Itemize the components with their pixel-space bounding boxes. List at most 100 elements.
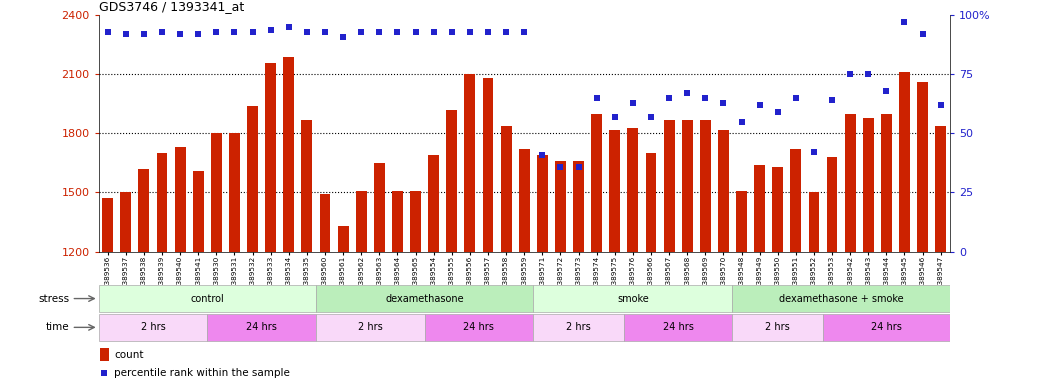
Point — [661, 95, 678, 101]
Point — [208, 29, 224, 35]
Bar — [736, 190, 747, 252]
Point — [402, 291, 418, 297]
Point — [859, 71, 876, 78]
Bar — [555, 161, 566, 252]
Text: control: control — [190, 293, 224, 304]
Point — [462, 29, 479, 35]
Point — [733, 119, 749, 125]
Bar — [425, 313, 534, 341]
Bar — [863, 118, 874, 252]
Text: 24 hrs: 24 hrs — [871, 322, 902, 333]
Bar — [266, 63, 276, 252]
Point — [715, 100, 732, 106]
Bar — [718, 129, 729, 252]
Point — [190, 31, 207, 37]
Point — [589, 95, 605, 101]
Bar — [316, 313, 425, 341]
Text: time: time — [46, 322, 70, 333]
Point — [335, 33, 352, 40]
Point — [516, 29, 532, 35]
Point — [280, 24, 297, 30]
Bar — [211, 134, 222, 252]
Point — [606, 114, 623, 120]
Text: 2 hrs: 2 hrs — [566, 322, 591, 333]
Point — [117, 31, 134, 37]
Bar — [301, 120, 312, 252]
Point — [299, 29, 316, 35]
Point — [842, 71, 858, 78]
Bar — [881, 114, 892, 252]
Bar — [823, 313, 950, 341]
Point — [625, 100, 641, 106]
Bar — [446, 110, 457, 252]
Point — [498, 29, 515, 35]
Bar — [845, 114, 855, 252]
Point — [878, 88, 895, 94]
Bar — [682, 120, 692, 252]
Point — [552, 164, 569, 170]
Point — [426, 29, 442, 35]
Point — [679, 90, 695, 96]
Point — [480, 29, 496, 35]
Bar — [99, 285, 316, 313]
Bar — [429, 155, 439, 252]
Bar — [102, 199, 113, 252]
Bar — [174, 147, 186, 252]
Bar — [935, 126, 947, 252]
Point — [136, 31, 153, 37]
Bar — [534, 285, 733, 313]
Text: 2 hrs: 2 hrs — [765, 322, 790, 333]
Point — [226, 29, 243, 35]
Bar — [534, 313, 624, 341]
Bar — [138, 169, 149, 252]
Point — [805, 149, 822, 156]
Point — [317, 29, 333, 35]
Point — [353, 29, 370, 35]
Point — [696, 95, 713, 101]
Bar — [99, 313, 208, 341]
Text: 24 hrs: 24 hrs — [464, 322, 494, 333]
Point — [154, 29, 170, 35]
Bar — [755, 165, 765, 252]
Bar — [283, 57, 294, 252]
Bar — [157, 153, 167, 252]
Point — [371, 29, 387, 35]
Bar — [646, 153, 656, 252]
Bar — [826, 157, 838, 252]
Point — [389, 29, 406, 35]
Bar — [229, 134, 240, 252]
Bar — [537, 155, 548, 252]
Bar — [592, 114, 602, 252]
Bar — [374, 163, 385, 252]
Bar — [356, 190, 366, 252]
Bar — [337, 226, 349, 252]
Point — [752, 102, 768, 108]
Text: 2 hrs: 2 hrs — [140, 322, 165, 333]
Point — [534, 152, 550, 158]
Bar — [519, 149, 529, 252]
Bar — [193, 171, 203, 252]
Text: 2 hrs: 2 hrs — [358, 322, 383, 333]
Point — [407, 29, 424, 35]
Point — [788, 95, 804, 101]
Text: 24 hrs: 24 hrs — [246, 322, 277, 333]
Point — [263, 26, 279, 33]
Bar — [320, 194, 330, 252]
Bar — [624, 313, 733, 341]
Text: 24 hrs: 24 hrs — [662, 322, 693, 333]
Text: GDS3746 / 1393341_at: GDS3746 / 1393341_at — [99, 0, 244, 13]
Bar — [247, 106, 258, 252]
Bar — [120, 192, 131, 252]
Bar — [790, 149, 801, 252]
Point — [570, 164, 586, 170]
Bar — [100, 348, 109, 361]
Bar — [809, 192, 819, 252]
Point — [824, 97, 841, 103]
Point — [643, 114, 659, 120]
Bar — [899, 73, 910, 252]
Bar — [464, 74, 475, 252]
Bar — [663, 120, 675, 252]
Bar — [392, 190, 403, 252]
Point — [172, 31, 189, 37]
Text: stress: stress — [38, 293, 70, 304]
